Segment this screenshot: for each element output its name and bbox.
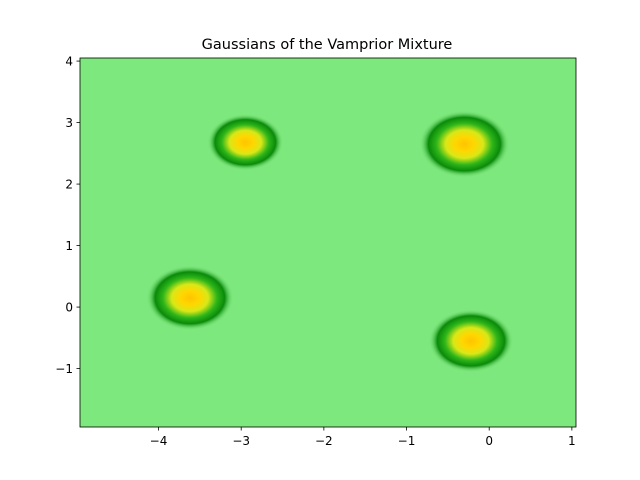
x-tick-label: 0: [485, 434, 493, 448]
gaussian-component-3: [146, 265, 234, 331]
x-axis: −4 −3 −2 −1 0 1: [150, 427, 576, 448]
x-tick-label: −3: [232, 434, 250, 448]
y-tick-label: −1: [55, 362, 73, 376]
gaussian-component-4: [428, 309, 514, 373]
plot-area: [80, 58, 576, 427]
gaussian-component-2: [419, 110, 510, 178]
heatmap-background: [80, 58, 576, 427]
y-tick-label: 3: [65, 116, 73, 130]
x-tick-label: 1: [568, 434, 576, 448]
x-tick-label: −4: [150, 434, 168, 448]
y-axis: −1 0 1 2 3 4: [55, 54, 80, 376]
chart-title: Gaussians of the Vamprior Mixture: [202, 37, 453, 53]
y-tick-label: 4: [65, 54, 73, 68]
y-tick-label: 1: [65, 239, 73, 253]
y-tick-label: 2: [65, 177, 73, 191]
x-tick-label: −1: [398, 434, 416, 448]
gaussian-component-1: [207, 114, 284, 171]
x-tick-label: −2: [315, 434, 333, 448]
y-tick-label: 0: [65, 300, 73, 314]
axes-frame: [79, 57, 577, 428]
